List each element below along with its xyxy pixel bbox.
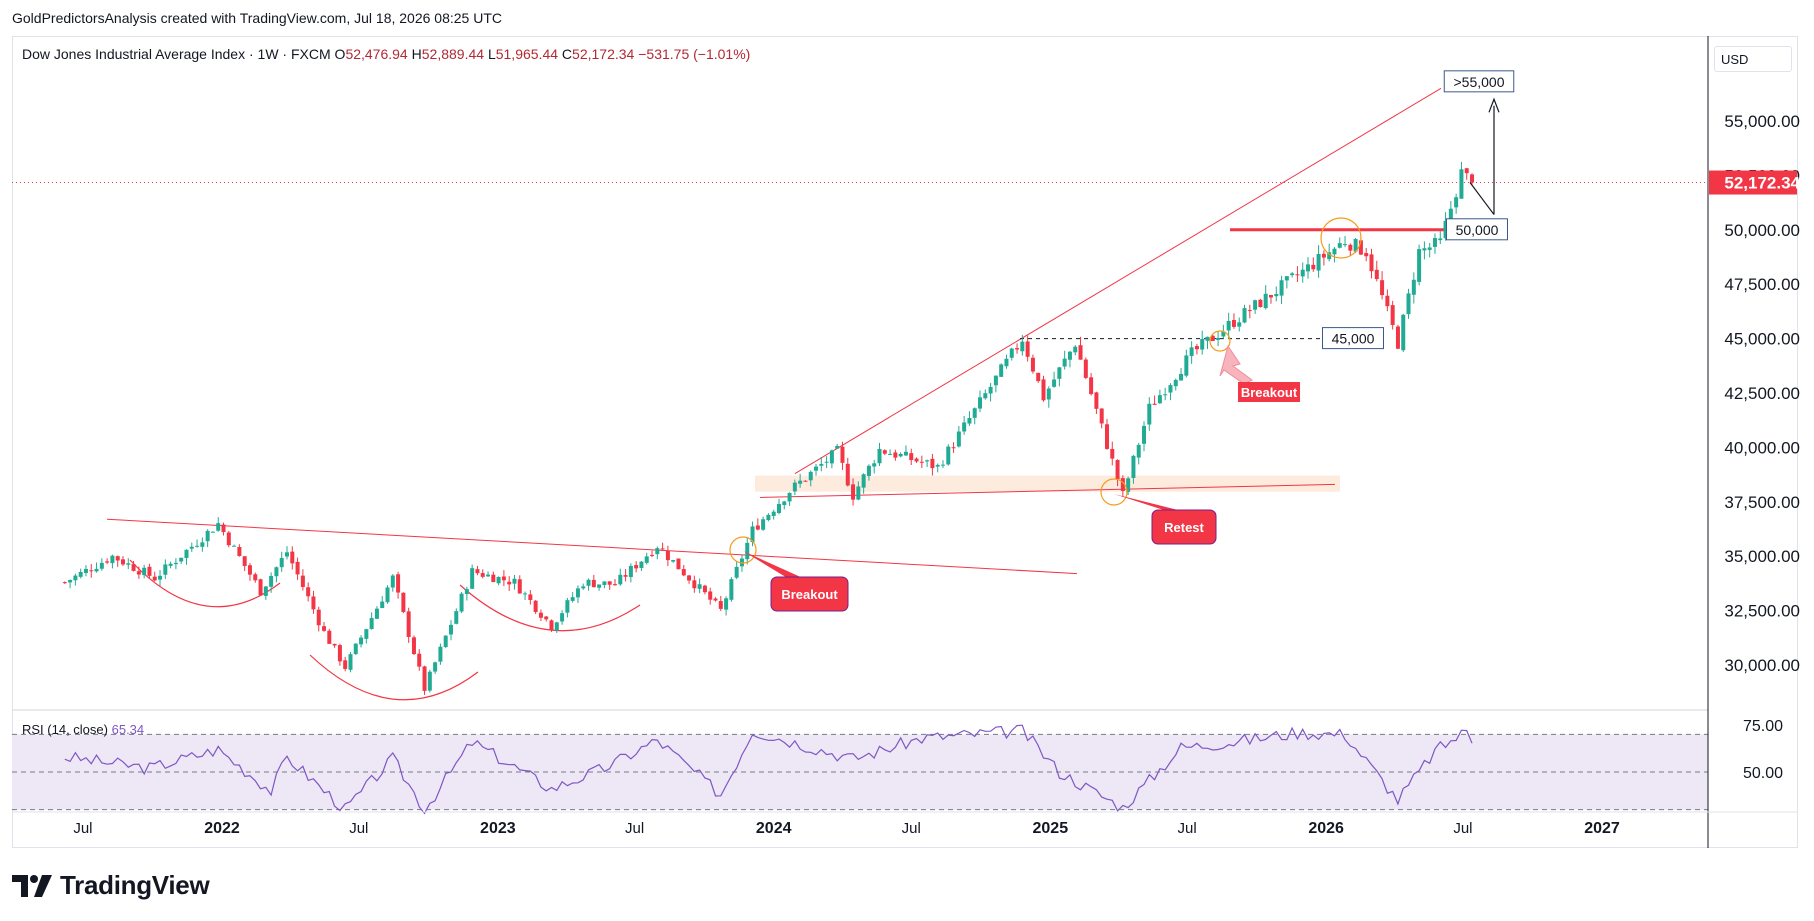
symbol-legend: Dow Jones Industrial Average Index · 1W … [22,46,750,62]
change-value: −531.75 (−1.01%) [638,46,751,62]
currency-selector[interactable]: USD [1714,46,1792,72]
chart-frame [12,36,1798,848]
close-value: 52,172.34 [572,46,635,62]
chart-attribution: GoldPredictorsAnalysis created with Trad… [12,10,502,26]
tradingview-logo-icon [12,874,52,897]
low-value: 51,965.44 [495,46,559,62]
close-label: C [561,46,573,62]
open-label: O [334,46,346,62]
tradingview-wordmark: TradingView [60,870,210,900]
high-label: H [411,46,422,62]
high-value: 52,889.44 [421,46,485,62]
open-value: 52,476.94 [345,46,408,62]
rsi-value: 65.34 [111,722,145,737]
rsi-legend: RSI (14, close) 65.34 [22,722,144,737]
rsi-title: RSI (14, close) [22,722,108,737]
tradingview-logo[interactable]: TradingView [12,870,210,901]
low-label: L [487,46,496,62]
symbol-title[interactable]: Dow Jones Industrial Average Index · 1W … [22,46,331,62]
